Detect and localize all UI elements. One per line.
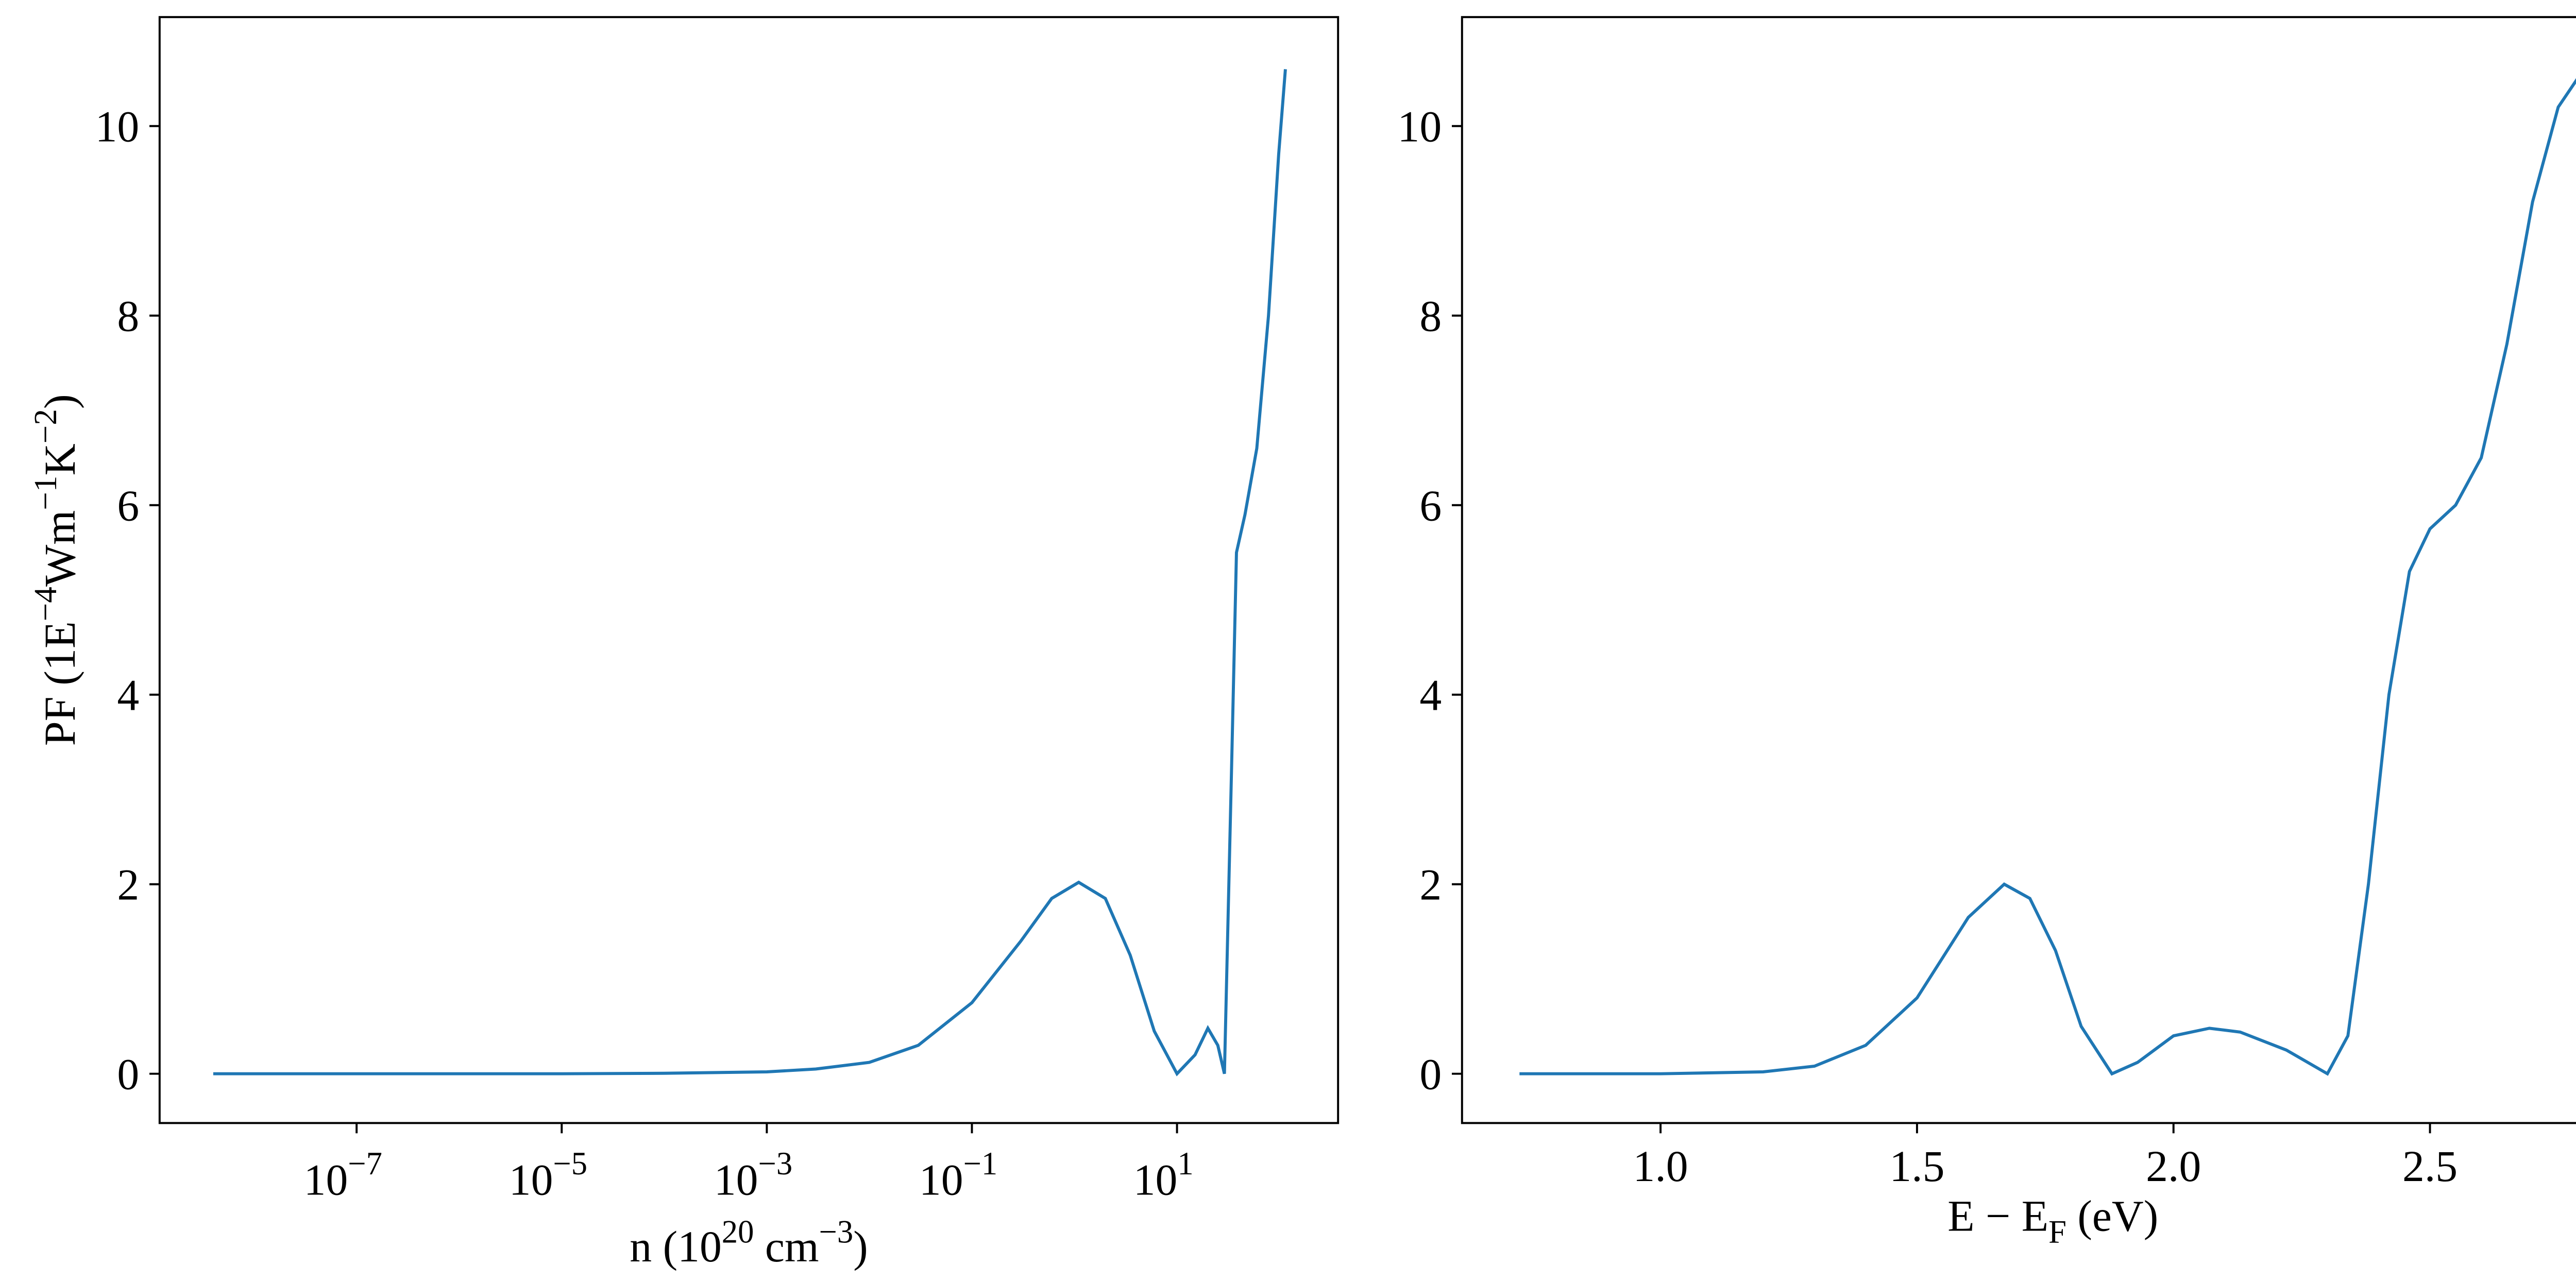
label-part: −2	[27, 409, 63, 443]
y-tick-label: 2	[117, 860, 139, 909]
label-part: )	[853, 1222, 868, 1271]
x-tick-label: 10−3	[714, 1146, 792, 1205]
label-part: F	[2048, 1213, 2066, 1250]
label-part: (eV)	[2066, 1191, 2158, 1240]
x-tick-label: 10−7	[304, 1146, 382, 1205]
line-series	[213, 69, 1287, 1076]
y-tick-label: 10	[1398, 101, 1442, 151]
y-tick-label: 10	[95, 101, 140, 151]
label-part: Wm	[35, 510, 84, 587]
label-part: −4	[27, 587, 63, 621]
tick-base: 10	[714, 1155, 758, 1204]
tick-base: 10	[304, 1155, 348, 1204]
x-tick-label: 2.5	[2402, 1141, 2458, 1191]
y-tick-label: 0	[1419, 1049, 1442, 1099]
y-tick-label: 6	[117, 481, 139, 530]
x-tick-label: 10−5	[509, 1146, 587, 1205]
tick-base: 10	[509, 1155, 553, 1204]
tick-exponent: −3	[758, 1146, 793, 1182]
tick-exponent: −1	[963, 1146, 998, 1182]
x-axis-label: E − EF (eV)	[1947, 1191, 2158, 1250]
tick-exponent: −5	[553, 1146, 587, 1182]
plot-frame	[158, 16, 1340, 1124]
label-part: −3	[819, 1213, 854, 1250]
y-tick-label: 8	[1419, 291, 1442, 340]
label-part: 20	[722, 1213, 754, 1250]
x-axis-label: n (1020 cm−3)	[630, 1213, 868, 1271]
y-axis-label: PF (1E−4Wm−1K−2)	[27, 394, 84, 746]
panel: 0 2 4 6 8 10 1.0 1.5 2.0 2.5 E − EF (eV)	[1398, 16, 2576, 1250]
y-tick-label: 8	[117, 291, 139, 340]
y-tick-label: 6	[1419, 481, 1442, 530]
line-series	[1519, 78, 2576, 1076]
y-tick-label: 4	[1419, 670, 1442, 720]
tick-base: 10	[919, 1155, 963, 1204]
x-tick-label: 101	[1133, 1146, 1194, 1205]
y-tick-label: 2	[1419, 860, 1442, 909]
x-tick-label: 10−1	[919, 1146, 997, 1205]
y-tick-label: 4	[117, 670, 139, 720]
x-tick-label: 1.0	[1633, 1141, 1688, 1191]
label-part: PF (1E	[35, 621, 84, 746]
tick-base: 10	[1133, 1155, 1178, 1204]
plot-frame	[1461, 16, 2576, 1124]
tick-exponent: −7	[348, 1146, 382, 1182]
label-part: cm	[754, 1222, 819, 1271]
x-tick-label: 1.5	[1889, 1141, 1944, 1191]
x-tick-label: 2.0	[2146, 1141, 2201, 1191]
y-tick-label: 0	[117, 1049, 139, 1099]
label-part: K	[35, 443, 84, 475]
label-part: E − E	[1947, 1191, 2048, 1240]
tick-exponent: 1	[1177, 1146, 1193, 1182]
label-part: −1	[27, 475, 63, 510]
label-part: n (10	[630, 1222, 721, 1271]
label-part: )	[35, 394, 84, 409]
